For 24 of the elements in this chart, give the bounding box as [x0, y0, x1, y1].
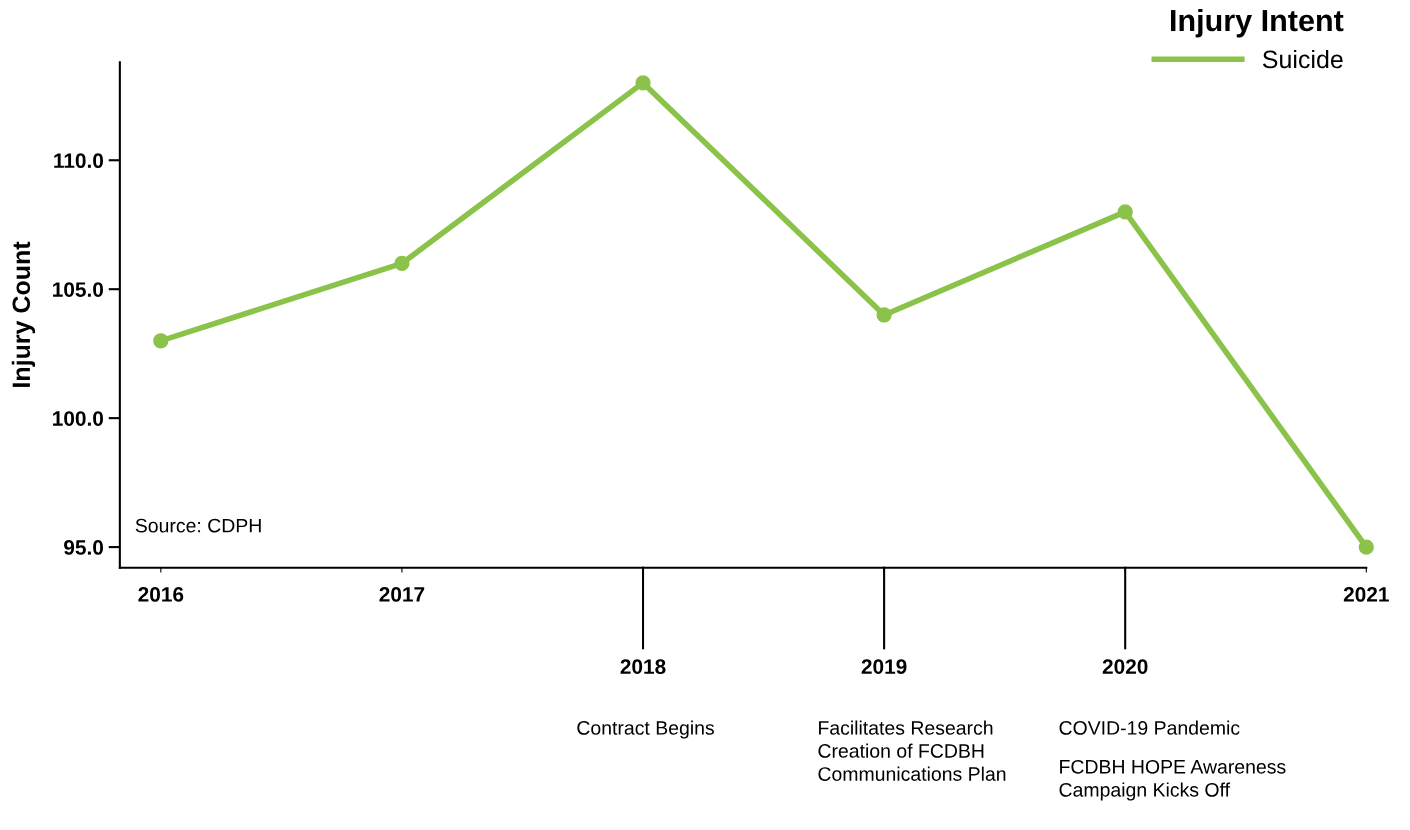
x-tick-label: 2019 [861, 659, 907, 674]
point [394, 255, 410, 272]
y-tick-label: 100.0 [53, 411, 104, 426]
x-tick-label: 2021 [1343, 587, 1389, 602]
point [635, 75, 651, 91]
text: Contract Begins [577, 720, 714, 739]
point [153, 333, 169, 349]
y-tick-label: 95.0 [64, 540, 104, 555]
x-tick-label: 2018 [620, 659, 666, 674]
y-tick-label: 105.0 [53, 282, 104, 297]
point [1117, 204, 1133, 220]
text: Facilitates Research Creation of FCDBH Communications Plan [818, 720, 1006, 781]
legend-title: Injury Intent [1171, 8, 1344, 38]
y-axis-title: Injury Count [11, 241, 36, 387]
x-tick-label: 2016 [138, 587, 184, 602]
x-tick-label: 2017 [379, 587, 425, 602]
annotation: Source: CDPH [135, 518, 261, 533]
x-tick-label: 2020 [1102, 659, 1148, 674]
point [876, 307, 892, 323]
text: FCDBH HOPE Awareness Campaign Kicks Off [1059, 759, 1286, 801]
y-tick-label: 110.0 [54, 153, 104, 168]
text: COVID-19 Pandemic [1059, 720, 1240, 735]
point [1358, 539, 1374, 555]
legend-label: Suicide [1262, 49, 1343, 69]
